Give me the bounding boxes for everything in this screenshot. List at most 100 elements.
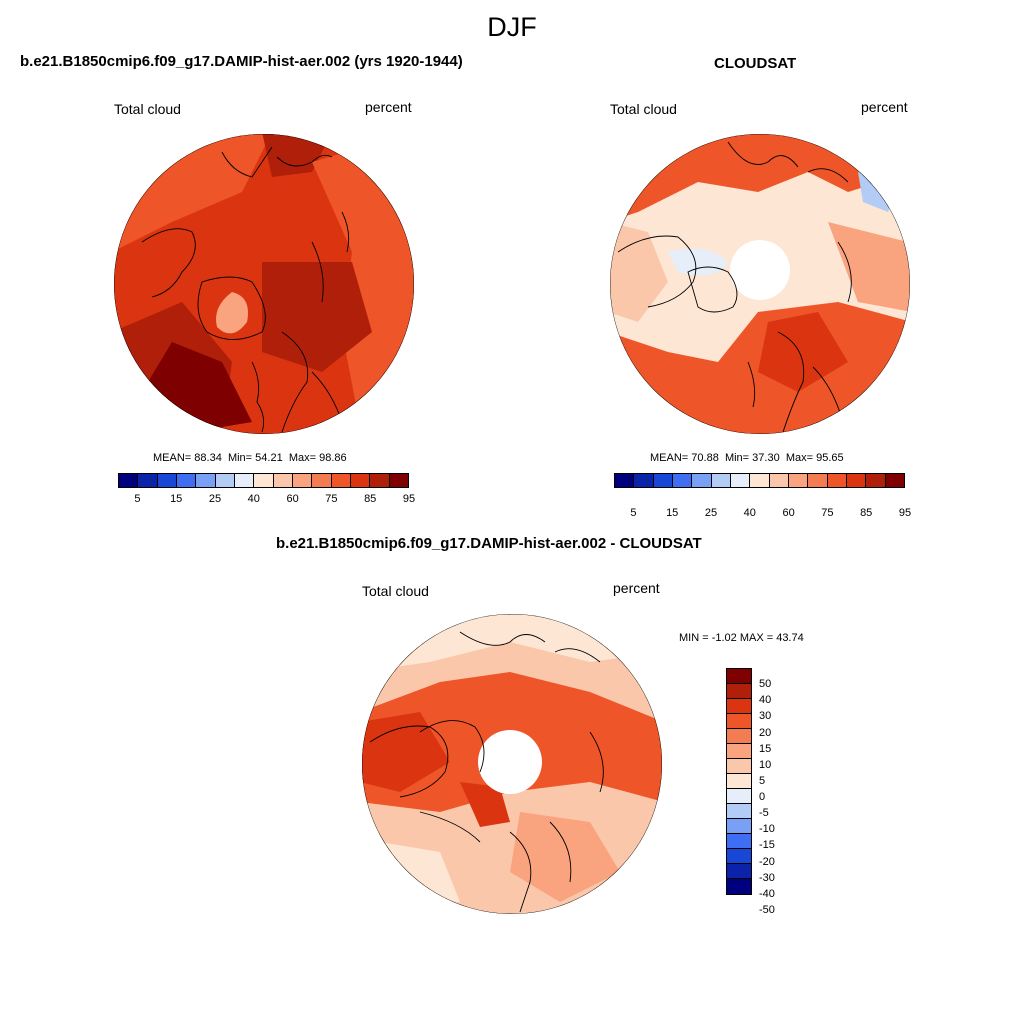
colorbar-swatch	[727, 849, 751, 864]
panel2-colorbar	[614, 473, 905, 488]
colorbar-swatch	[750, 474, 770, 487]
colorbar-swatch	[727, 699, 751, 714]
colorbar-swatch	[138, 474, 158, 487]
colorbar-tick-label: 85	[860, 507, 873, 519]
panel3-field-region	[362, 712, 450, 792]
panel3-coastlines	[369, 631, 604, 913]
panel2-no-data-pole	[730, 240, 790, 300]
panel2-max-label: Max=	[785, 452, 814, 464]
colorbar-tick-label: 60	[286, 493, 299, 505]
colorbar-tick-label: -5	[759, 807, 769, 820]
panel3-minmax: MIN = -1.02 MAX = 43.74	[679, 632, 804, 644]
panel1-max-value: 98.86	[319, 452, 347, 464]
colorbar-tick-label: 20	[759, 726, 772, 739]
colorbar-swatch	[370, 474, 390, 487]
panel2-field-region	[758, 312, 848, 392]
colorbar-swatch	[234, 474, 255, 487]
panel2-variable-label: Total cloud	[610, 101, 677, 117]
colorbar-swatch	[727, 864, 751, 879]
panel3-field-region	[510, 812, 620, 902]
panel1-stats: MEAN= 88.34 Min= 54.21 Max= 98.86	[153, 452, 347, 464]
colorbar-swatch	[727, 714, 751, 729]
panel1-polar-map	[114, 134, 414, 434]
colorbar-swatch	[634, 474, 654, 487]
colorbar-swatch	[727, 669, 751, 684]
panel3-polar-map	[362, 614, 662, 914]
panel2-mean-value: 70.88	[691, 452, 719, 464]
panel3-colorbar	[726, 668, 752, 895]
colorbar-tick-label: 5	[759, 774, 766, 787]
panel1-coastlines	[141, 146, 350, 433]
colorbar-tick-label: 50	[759, 678, 772, 691]
colorbar-swatch	[331, 474, 351, 487]
colorbar-swatch	[196, 474, 216, 487]
colorbar-swatch	[711, 474, 731, 487]
colorbar-swatch	[350, 474, 371, 487]
colorbar-tick-label: 10	[759, 758, 772, 771]
panel2-mean-label: MEAN=	[650, 452, 689, 464]
panel3-no-data-pole	[478, 730, 542, 794]
colorbar-swatch	[727, 729, 751, 744]
colorbar-tick-label: 15	[759, 742, 772, 755]
panel1-min-label: Min=	[227, 452, 253, 464]
colorbar-swatch	[788, 474, 809, 487]
colorbar-swatch	[727, 819, 751, 834]
panel1-field-region	[312, 134, 414, 434]
colorbar-swatch	[615, 474, 635, 487]
panel1-min-value: 54.21	[255, 452, 283, 464]
colorbar-tick-label: -40	[759, 887, 775, 900]
colorbar-swatch	[727, 834, 751, 849]
panel3-units-label: percent	[613, 580, 660, 596]
colorbar-swatch	[727, 789, 751, 804]
colorbar-tick-label: 75	[821, 507, 834, 519]
colorbar-swatch	[730, 474, 751, 487]
colorbar-tick-label: 15	[170, 493, 183, 505]
colorbar-tick-label: 40	[759, 694, 772, 707]
colorbar-tick-label: -20	[759, 855, 775, 868]
colorbar-swatch	[254, 474, 274, 487]
colorbar-tick-label: 95	[402, 493, 416, 505]
colorbar-tick-label: 75	[325, 493, 338, 505]
panel1-mean-value: 88.34	[194, 452, 222, 464]
colorbar-tick-label: 40	[247, 493, 260, 505]
panel1-units-label: percent	[365, 99, 412, 115]
colorbar-swatch	[727, 774, 751, 789]
colorbar-swatch	[727, 684, 751, 699]
colorbar-tick-label: 60	[782, 507, 795, 519]
colorbar-swatch	[312, 474, 332, 487]
colorbar-swatch	[672, 474, 693, 487]
colorbar-swatch	[389, 474, 408, 487]
colorbar-swatch	[866, 474, 886, 487]
colorbar-swatch	[727, 879, 751, 894]
colorbar-swatch	[119, 474, 139, 487]
colorbar-swatch	[292, 474, 313, 487]
colorbar-swatch	[808, 474, 828, 487]
panel3-variable-label: Total cloud	[362, 583, 429, 599]
panel3-title: b.e21.B1850cmip6.f09_g17.DAMIP-hist-aer.…	[276, 535, 702, 552]
colorbar-tick-label: 85	[364, 493, 377, 505]
colorbar-tick-label: -10	[759, 823, 775, 836]
panel2-colorbar-ticks: 5 15 25 40 60 75 85 95	[614, 507, 911, 521]
panel2-units-label: percent	[861, 99, 908, 115]
panel2-title: CLOUDSAT	[714, 55, 797, 72]
colorbar-swatch	[727, 744, 751, 759]
colorbar-swatch	[827, 474, 847, 487]
panel2-min-label: Min=	[724, 452, 750, 464]
panel2-field-region	[828, 222, 910, 312]
colorbar-swatch	[176, 474, 197, 487]
colorbar-tick-label: 5	[134, 493, 141, 505]
colorbar-swatch	[215, 474, 235, 487]
colorbar-swatch	[157, 474, 177, 487]
colorbar-tick-label: 5	[630, 507, 637, 519]
panel1-field-region	[262, 262, 372, 372]
colorbar-swatch	[273, 474, 293, 487]
panel2-field-region	[668, 248, 728, 276]
panel2-stats: MEAN= 70.88 Min= 37.30 Max= 95.65	[650, 452, 844, 464]
colorbar-tick-label: 95	[898, 507, 912, 519]
panel1-colorbar	[118, 473, 409, 488]
colorbar-tick-label: -30	[759, 871, 775, 884]
panel2-field-region	[610, 222, 668, 322]
panel1-field-region	[216, 292, 248, 334]
colorbar-swatch	[769, 474, 789, 487]
panel1-variable-label: Total cloud	[114, 101, 181, 117]
